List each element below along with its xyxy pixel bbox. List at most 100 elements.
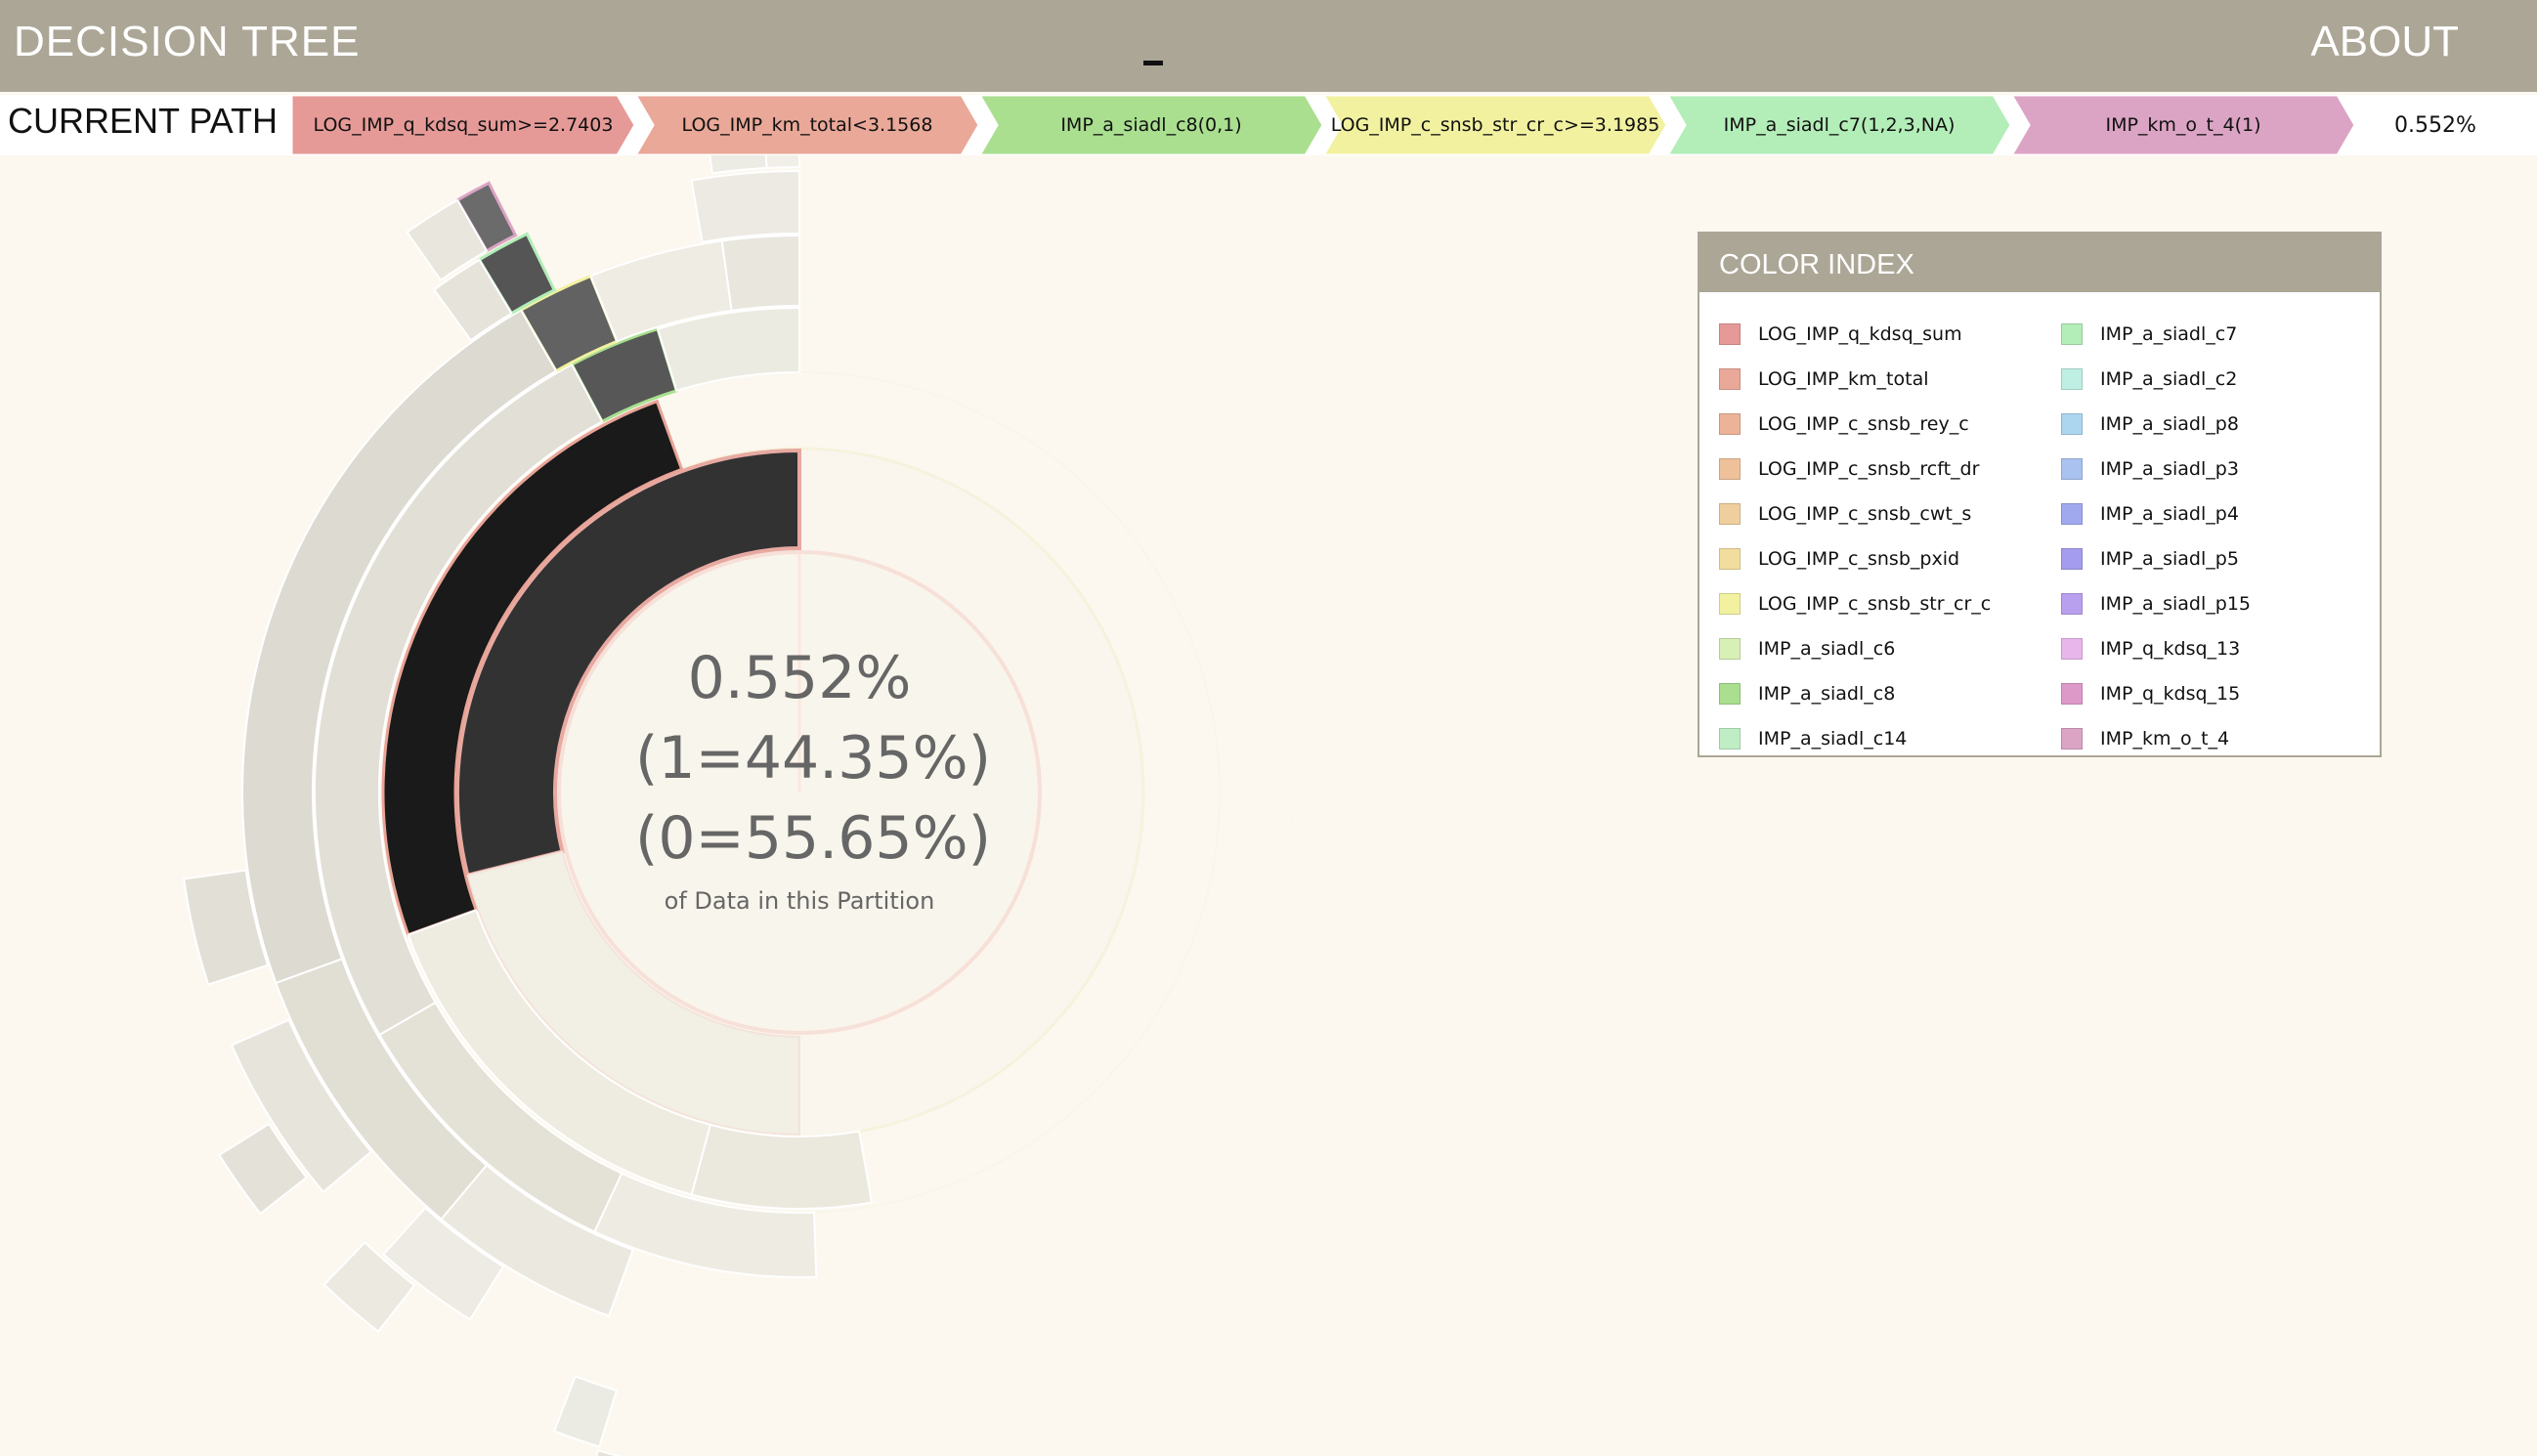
sunburst-segment[interactable]	[588, 1448, 633, 1456]
legend-label: LOG_IMP_c_snsb_rcft_dr	[1758, 458, 1980, 480]
sunburst-segment[interactable]	[183, 869, 270, 986]
legend-label: IMP_a_siadl_p8	[2100, 413, 2239, 435]
breadcrumb-step[interactable]: LOG_IMP_q_kdsq_sum>=2.7403	[313, 114, 614, 136]
minimize-dash	[1143, 61, 1163, 65]
legend-item: IMP_a_siadl_p15	[2061, 591, 2251, 617]
legend-item: IMP_a_siadl_p8	[2061, 411, 2239, 437]
legend-item: IMP_q_kdsq_13	[2061, 636, 2240, 662]
breadcrumb-step[interactable]: IMP_km_o_t_4(1)	[2105, 114, 2261, 136]
legend-swatch	[2061, 548, 2083, 570]
sunburst-segment[interactable]	[466, 850, 800, 1136]
sunburst-segment[interactable]	[381, 399, 684, 937]
center-class0: (0=55.65%)	[635, 804, 991, 873]
sunburst-segment[interactable]	[690, 169, 800, 243]
legend-label: LOG_IMP_c_snsb_rey_c	[1758, 413, 1969, 435]
breadcrumb: CURRENT PATH LOG_IMP_q_kdsq_sum>=2.7403 L…	[0, 95, 2537, 155]
sunburst-segment[interactable]	[705, 155, 768, 175]
legend-label: LOG_IMP_km_total	[1758, 368, 1929, 390]
legend-swatch	[1719, 593, 1741, 615]
legend-label: IMP_a_siadl_p3	[2100, 458, 2239, 480]
sunburst-segment[interactable]	[720, 234, 800, 312]
legend-swatch	[1719, 503, 1741, 525]
legend-swatch	[2061, 413, 2083, 435]
sunburst-segment[interactable]	[322, 1240, 416, 1334]
breadcrumb-step-shape	[2009, 95, 2357, 155]
breadcrumb-step[interactable]: LOG_IMP_km_total<3.1568	[681, 114, 933, 136]
legend-item: IMP_q_kdsq_15	[2061, 681, 2240, 707]
legend-label: IMP_a_siadl_p15	[2100, 593, 2251, 615]
sunburst-segment[interactable]	[557, 550, 1042, 1035]
sunburst-segment[interactable]	[432, 258, 513, 342]
legend-label: IMP_q_kdsq_13	[2100, 638, 2241, 660]
sunburst-segment[interactable]	[241, 308, 558, 985]
legend-item: IMP_a_siadl_p3	[2061, 456, 2239, 482]
legend-swatch	[2061, 728, 2083, 749]
sunburst-segment[interactable]	[763, 155, 800, 169]
legend-item: LOG_IMP_km_total	[1719, 366, 1929, 392]
legend-swatch	[1719, 458, 1741, 480]
sunburst-segment[interactable]	[440, 1164, 634, 1317]
sunburst-segment[interactable]	[382, 1206, 505, 1321]
legend-label: LOG_IMP_c_snsb_str_cr_c	[1758, 593, 1992, 615]
legend-item: LOG_IMP_q_kdsq_sum	[1719, 321, 1962, 347]
legend-swatch	[1719, 368, 1741, 390]
breadcrumb-step[interactable]: LOG_IMP_c_snsb_str_cr_c>=3.1985	[1330, 114, 1660, 136]
breadcrumb-shapes	[289, 95, 2357, 155]
legend-label: IMP_a_siadl_c14	[1758, 728, 1908, 749]
legend-swatch	[2061, 503, 2083, 525]
legend-swatch	[2061, 638, 2083, 660]
breadcrumb-step-shape	[1321, 95, 1669, 155]
sunburst-segment[interactable]	[313, 363, 604, 1037]
legend-label: LOG_IMP_q_kdsq_sum	[1758, 323, 1962, 345]
legend-title: COLOR INDEX	[1699, 234, 2380, 292]
breadcrumb-step-shape	[1665, 95, 2013, 155]
legend-swatch	[1719, 728, 1741, 749]
sunburst-segment[interactable]	[275, 958, 489, 1221]
about-link[interactable]: ABOUT	[2310, 18, 2459, 65]
sunburst-ring	[557, 550, 1042, 1035]
legend-swatch	[2061, 683, 2083, 705]
legend-swatch	[2061, 323, 2083, 345]
sunburst-segment[interactable]	[656, 306, 800, 393]
sunburst-segment[interactable]	[455, 448, 801, 878]
legend-swatch	[2061, 458, 2083, 480]
legend-item: IMP_a_siadl_c7	[2061, 321, 2237, 347]
sunburst-segment[interactable]	[217, 1122, 309, 1216]
page-title: DECISION TREE	[14, 18, 361, 65]
breadcrumb-step-shape	[633, 95, 981, 155]
breadcrumb-label: CURRENT PATH	[8, 101, 279, 141]
legend-item: IMP_a_siadl_c6	[1719, 636, 1895, 662]
legend-label: IMP_a_siadl_p5	[2100, 548, 2239, 570]
header-bar: DECISION TREE ABOUT	[0, 0, 2537, 92]
sunburst-segment[interactable]	[454, 181, 518, 253]
legend-swatch	[2061, 593, 2083, 615]
breadcrumb-step[interactable]: IMP_a_siadl_c8(0,1)	[1060, 114, 1242, 136]
sunburst-segment[interactable]	[593, 1172, 818, 1279]
legend-item: LOG_IMP_c_snsb_pxid	[1719, 546, 1959, 572]
legend-item: LOG_IMP_c_snsb_rey_c	[1719, 411, 1969, 437]
legend-swatch	[1719, 548, 1741, 570]
breadcrumb-final-percent: 0.552%	[2394, 112, 2476, 138]
sunburst-chart: 0.552% (1=44.35%) (0=55.65%) of Data in …	[183, 155, 1294, 1456]
legend-label: LOG_IMP_c_snsb_pxid	[1758, 548, 1960, 570]
legend-label: IMP_a_siadl_p4	[2100, 503, 2239, 525]
legend-swatch	[1719, 683, 1741, 705]
legend-item: IMP_a_siadl_c2	[2061, 366, 2237, 392]
sunburst-segment[interactable]	[552, 1375, 619, 1448]
legend-item: IMP_a_siadl_p4	[2061, 501, 2239, 527]
breadcrumb-step-shape	[977, 95, 1325, 155]
sunburst-segment[interactable]	[406, 198, 489, 282]
sunburst-segment[interactable]	[230, 1018, 373, 1194]
sunburst-segment[interactable]	[690, 1123, 874, 1210]
legend-label: IMP_a_siadl_c7	[2100, 323, 2238, 345]
center-percent: 0.552%	[688, 644, 912, 712]
legend-label: IMP_a_siadl_c8	[1758, 683, 1896, 705]
breadcrumb-step[interactable]: IMP_a_siadl_c7(1,2,3,NA)	[1723, 114, 1956, 136]
legend-label: IMP_a_siadl_c6	[1758, 638, 1896, 660]
sunburst-segment[interactable]	[477, 232, 557, 316]
legend-item: LOG_IMP_c_snsb_str_cr_c	[1719, 591, 1991, 617]
sunburst-segment[interactable]	[378, 1001, 624, 1233]
sunburst-segment[interactable]	[407, 909, 712, 1196]
legend-item: IMP_a_siadl_c8	[1719, 681, 1895, 707]
